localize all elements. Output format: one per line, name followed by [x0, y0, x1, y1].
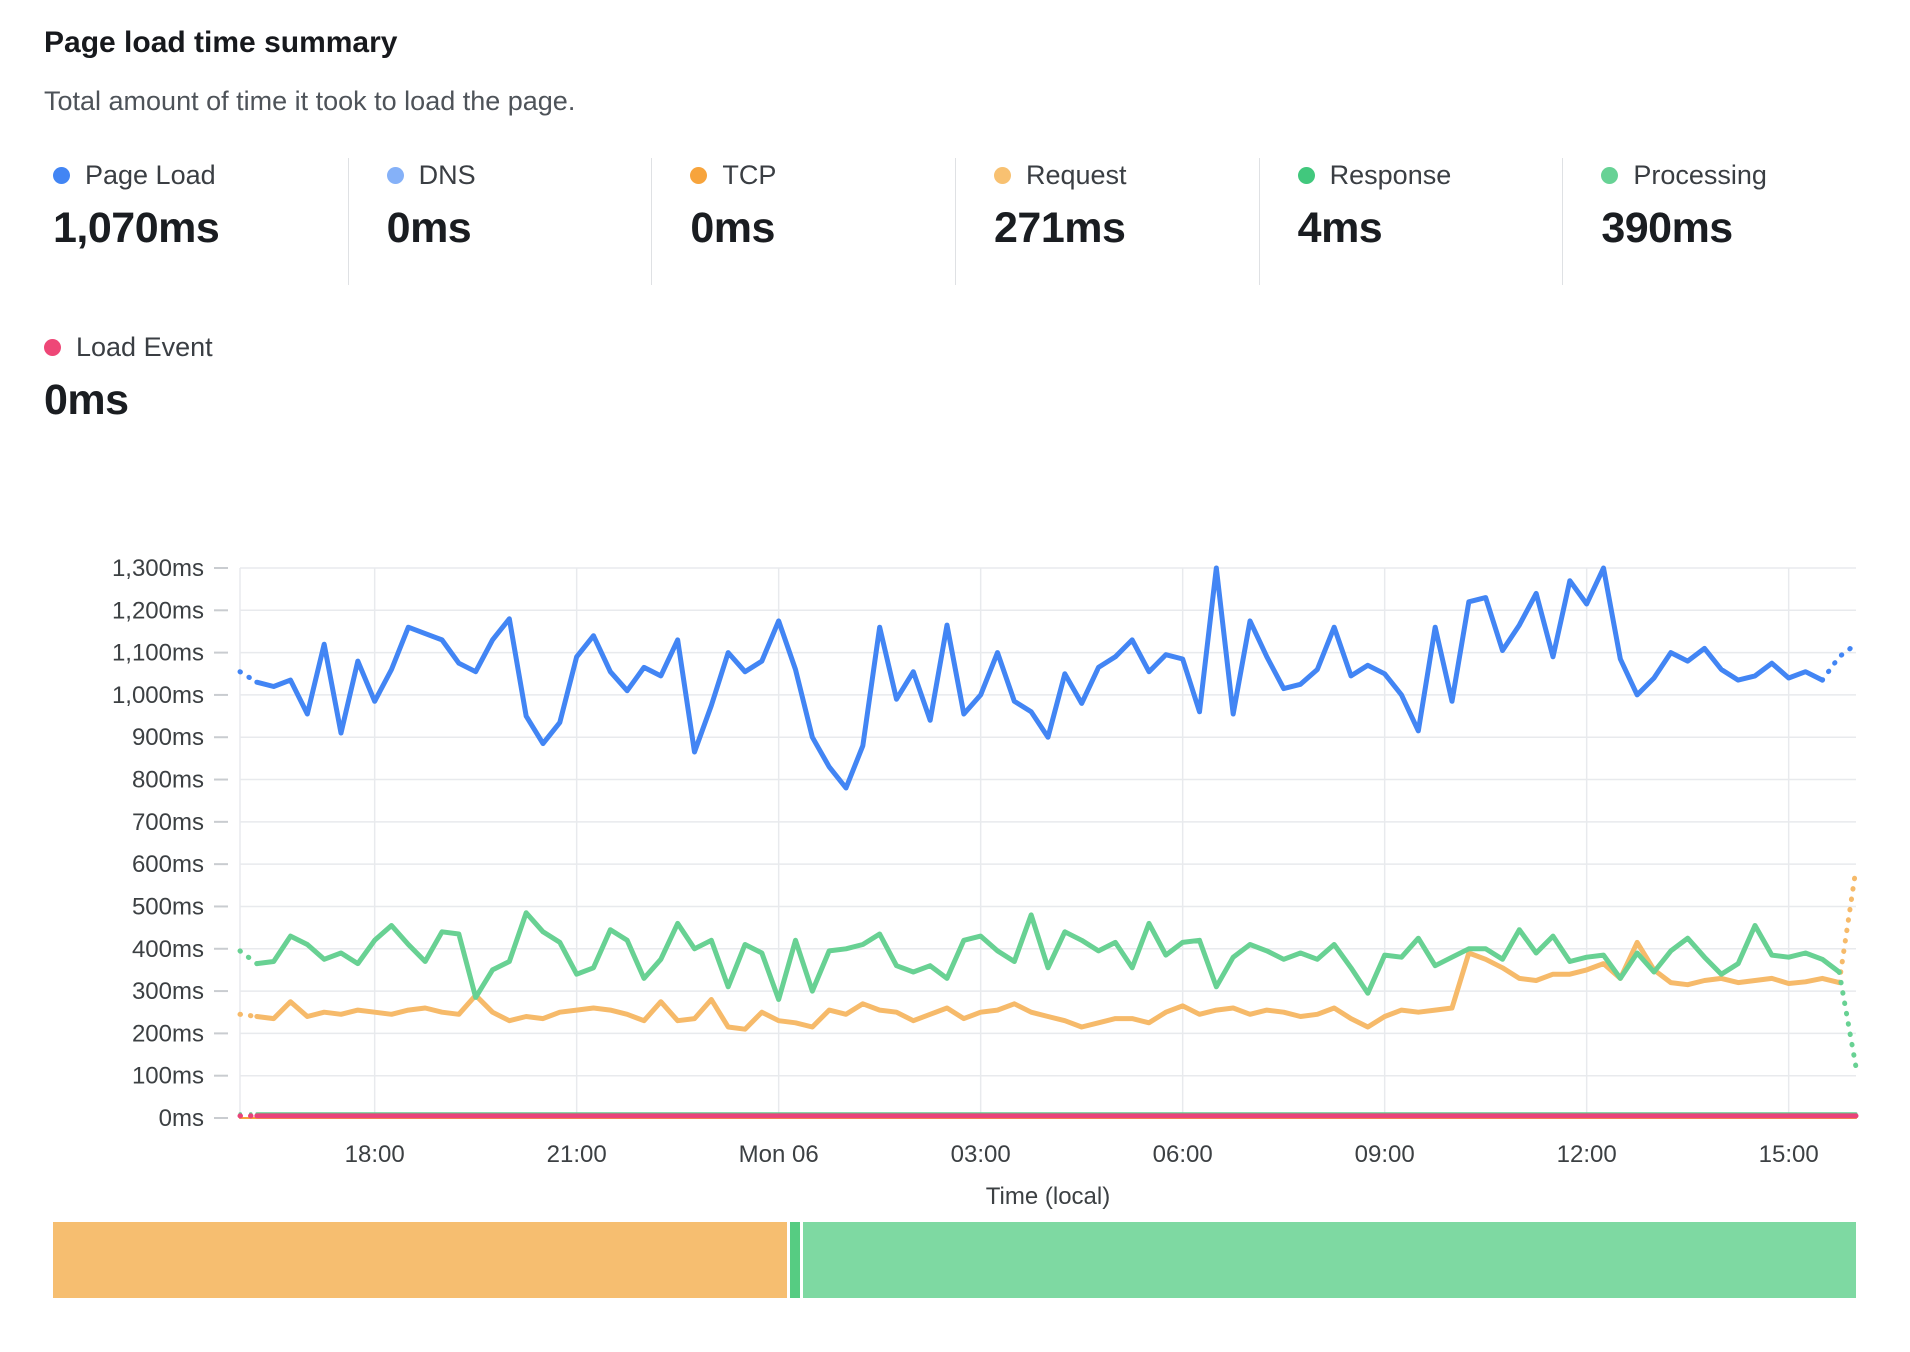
svg-text:18:00: 18:00 [345, 1141, 405, 1168]
metric-response: Response 4ms [1258, 158, 1563, 285]
metric-label: Request [1025, 159, 1127, 190]
metric-dns: DNS 0ms [347, 158, 652, 285]
request-dot-icon [993, 166, 1011, 184]
page-subtitle: Total amount of time it took to load the… [44, 86, 576, 116]
metric-label: TCP [722, 159, 777, 190]
metric-request: Request 271ms [954, 158, 1259, 285]
metric-label: DNS [418, 159, 476, 190]
svg-text:900ms: 900ms [132, 724, 204, 751]
svg-text:1,100ms: 1,100ms [112, 640, 204, 667]
metric-value: 0ms [44, 376, 129, 424]
metrics-row: Page Load 1,070ms DNS 0ms TCP 0ms Reques… [44, 158, 1866, 285]
response-dot-icon [1297, 166, 1315, 184]
status-timeline [53, 1222, 1856, 1298]
metric-value: 0ms [386, 204, 472, 252]
load-event-dot-icon [44, 338, 61, 356]
svg-text:09:00: 09:00 [1355, 1141, 1415, 1168]
svg-text:700ms: 700ms [132, 809, 204, 836]
tcp-dot-icon [690, 166, 708, 184]
svg-text:Mon 06: Mon 06 [739, 1141, 819, 1168]
svg-text:1,000ms: 1,000ms [112, 682, 204, 709]
svg-text:1,300ms: 1,300ms [112, 555, 204, 582]
timeseries-chart: 0ms 100ms 200ms 300ms 400ms 500ms 600ms 700ms 80… [112, 555, 1859, 1210]
svg-text:21:00: 21:00 [547, 1141, 607, 1168]
metric-value: 1,070ms [53, 204, 220, 252]
dns-dot-icon [386, 166, 404, 184]
status-segment [802, 1222, 1856, 1298]
metric-tcp: TCP 0ms [651, 158, 955, 285]
metric-page-load: Page Load 1,070ms [44, 158, 348, 285]
svg-text:400ms: 400ms [132, 936, 204, 963]
svg-text:Time (local): Time (local) [986, 1183, 1110, 1210]
metric-value: 4ms [1297, 204, 1383, 252]
svg-text:600ms: 600ms [132, 851, 204, 878]
metric-load-event: Load Event 0ms [44, 330, 213, 425]
status-segment [53, 1222, 787, 1298]
status-segment [789, 1222, 800, 1298]
chart-area: 0ms 100ms 200ms 300ms 400ms 500ms 600ms 700ms 80… [0, 530, 1910, 1230]
metric-label: Processing [1633, 159, 1767, 190]
svg-text:100ms: 100ms [132, 1063, 204, 1090]
metric-value: 0ms [690, 204, 775, 252]
svg-text:15:00: 15:00 [1759, 1141, 1819, 1168]
svg-text:800ms: 800ms [132, 767, 204, 794]
page-title: Page load time summary [44, 26, 398, 59]
metric-label: Load Event [76, 331, 213, 362]
svg-text:12:00: 12:00 [1557, 1141, 1617, 1168]
svg-text:03:00: 03:00 [951, 1141, 1011, 1168]
page-load-dot-icon [53, 166, 70, 184]
svg-text:1,200ms: 1,200ms [112, 597, 204, 624]
metric-processing: Processing 390ms [1562, 158, 1866, 285]
svg-text:0ms: 0ms [159, 1105, 204, 1132]
metric-label: Page Load [85, 159, 216, 190]
processing-dot-icon [1601, 166, 1619, 184]
metric-value: 271ms [993, 204, 1126, 252]
metric-value: 390ms [1601, 204, 1733, 252]
svg-text:200ms: 200ms [132, 1020, 204, 1047]
svg-text:500ms: 500ms [132, 893, 204, 920]
svg-text:300ms: 300ms [132, 978, 204, 1005]
metric-label: Response [1329, 159, 1452, 190]
svg-text:06:00: 06:00 [1153, 1141, 1213, 1168]
